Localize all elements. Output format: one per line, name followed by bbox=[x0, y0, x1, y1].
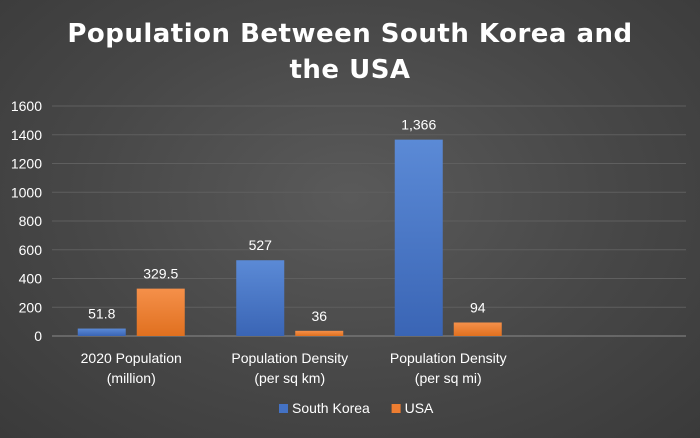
legend-swatch-south-korea bbox=[279, 404, 288, 413]
y-tick-label-1400: 1400 bbox=[11, 127, 42, 143]
bar-south-korea-2 bbox=[394, 139, 443, 336]
legend-swatch-usa bbox=[391, 404, 401, 413]
data-label-south-korea-0: 51.8 bbox=[88, 306, 115, 322]
category-label-2-line-1: Population Density bbox=[390, 350, 507, 366]
chart-title-line-1: Population Between South Korea and bbox=[67, 19, 632, 49]
data-label-south-korea-1: 527 bbox=[249, 237, 273, 253]
y-tick-label-1200: 1200 bbox=[11, 156, 42, 172]
y-tick-label-400: 400 bbox=[19, 271, 43, 287]
data-label-usa-1: 36 bbox=[311, 308, 327, 324]
data-label-south-korea-2: 1,366 bbox=[401, 117, 436, 133]
y-tick-label-600: 600 bbox=[19, 242, 43, 258]
bar-usa-1 bbox=[295, 330, 344, 336]
y-tick-label-1000: 1000 bbox=[11, 184, 42, 200]
bar-south-korea-1 bbox=[236, 260, 285, 336]
y-tick-label-800: 800 bbox=[19, 213, 43, 229]
category-label-2-line-2: (per sq mi) bbox=[415, 370, 482, 386]
data-label-usa-2: 94 bbox=[470, 299, 486, 315]
category-label-0-line-2: (million) bbox=[107, 370, 156, 386]
chart-title-line-2: the USA bbox=[289, 55, 410, 85]
category-label-0-line-1: 2020 Population bbox=[81, 350, 182, 366]
category-label-1-line-2: (per sq km) bbox=[254, 370, 325, 386]
legend-label-usa: USA bbox=[405, 400, 434, 416]
legend-label-south-korea: South Korea bbox=[292, 400, 370, 416]
data-label-usa-0: 329.5 bbox=[143, 266, 178, 282]
bar-south-korea-0 bbox=[77, 328, 126, 336]
y-tick-label-0: 0 bbox=[34, 328, 42, 344]
y-tick-label-1600: 1600 bbox=[11, 98, 42, 114]
bar-usa-0 bbox=[136, 288, 185, 336]
y-tick-label-200: 200 bbox=[19, 299, 43, 315]
bar-usa-2 bbox=[453, 322, 502, 336]
category-label-1-line-1: Population Density bbox=[231, 350, 348, 366]
